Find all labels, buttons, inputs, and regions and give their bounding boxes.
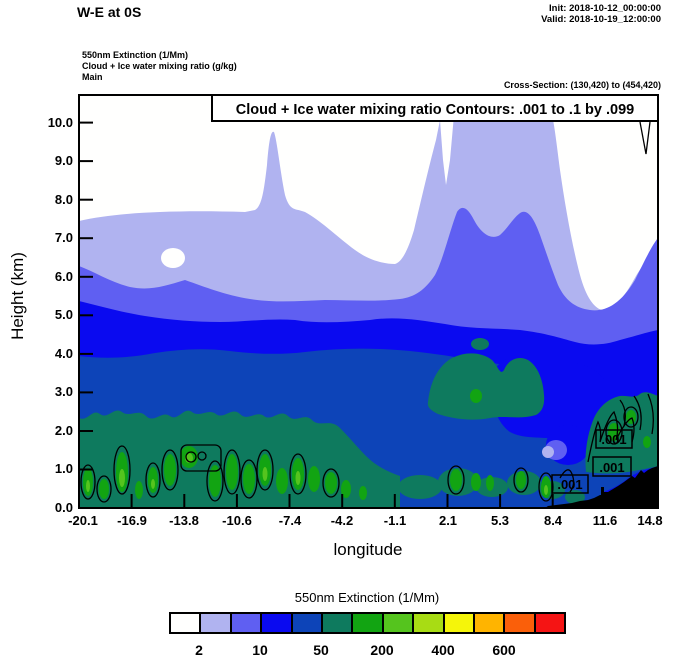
contour-label: .001	[599, 460, 624, 475]
contour-title-text: Cloud + Ice water mixing ratio Contours:…	[236, 102, 634, 118]
fill-teal-mid-patch	[427, 353, 545, 420]
x-tick-label: 8.4	[543, 513, 563, 528]
legend-cell	[322, 614, 354, 632]
legend-title: 550nm Extinction (1/Mm)	[294, 590, 440, 605]
y-tick-label: 10.0	[47, 115, 73, 130]
legend-cell	[231, 614, 263, 632]
x-tick-label: 11.6	[592, 513, 618, 528]
legend-cell	[474, 614, 506, 632]
field-label-extinction: 550nm Extinction (1/Mm)	[82, 50, 189, 60]
legend-cell	[383, 614, 415, 632]
contour-label: .001	[601, 432, 626, 447]
pocket-lavender	[542, 446, 554, 458]
legend-cell	[414, 614, 445, 632]
legend-cell	[171, 614, 202, 632]
contour-label-boxes: .001 .001 .001	[551, 429, 633, 494]
x-tick-label: -10.6	[222, 513, 252, 528]
y-tick-label: 0.0	[54, 500, 73, 515]
y-tick-label: 6.0	[54, 269, 73, 284]
cloud-contour-lines	[80, 121, 654, 503]
y-tick-label: 4.0	[54, 346, 73, 361]
y-tick-label: 5.0	[54, 307, 73, 322]
y-tick-label: 8.0	[54, 192, 73, 207]
legend-cell	[262, 614, 293, 632]
x-tick-label: 14.8	[637, 513, 663, 528]
tick-marks	[79, 121, 607, 508]
x-tick-label: -13.8	[169, 513, 199, 528]
x-tick-label: -1.1	[383, 513, 407, 528]
legend-cell	[505, 614, 536, 632]
legend-cell	[353, 614, 384, 632]
page-title: W-E at 0S	[77, 4, 142, 20]
y-tick-label: 9.0	[54, 153, 73, 168]
y-tick-label: 3.0	[54, 384, 73, 399]
legend-colorbar	[169, 612, 566, 634]
x-tick-label: -4.2	[330, 513, 354, 528]
x-tick-label: -16.9	[117, 513, 147, 528]
legend-tick-label: 50	[313, 642, 329, 658]
legend-tick-label: 400	[431, 642, 455, 658]
x-tick-label: -20.1	[68, 513, 98, 528]
y-tick-label: 2.0	[54, 423, 73, 438]
legend-cell	[201, 614, 232, 632]
x-axis-title: longitude	[333, 540, 403, 559]
legend-cell	[444, 614, 475, 632]
legend-cell	[535, 614, 565, 632]
contour-fill-layers: .001 .001 .001	[79, 95, 658, 508]
y-tick-label: 1.0	[54, 461, 73, 476]
field-label-cloud-ice: Cloud + Ice water mixing ratio (g/kg)	[82, 61, 237, 71]
field-label-domain: Main	[82, 72, 103, 82]
contour-title-box: Cloud + Ice water mixing ratio Contours:…	[211, 94, 659, 122]
cross-section-label: Cross-Section: (130,420) to (454,420)	[503, 80, 661, 90]
legend-tick-label: 2	[195, 642, 203, 658]
x-tick-label: 5.3	[490, 513, 510, 528]
legend-tick-label: 200	[370, 642, 394, 658]
x-tick-label: -7.4	[278, 513, 302, 528]
white-hole	[161, 248, 185, 268]
teal-mound	[398, 475, 442, 499]
legend-cell	[292, 614, 323, 632]
contour-label: .001	[557, 477, 582, 492]
x-tick-label: 2.1	[438, 513, 458, 528]
legend-tick-label: 600	[492, 642, 516, 658]
teal-speck	[471, 338, 489, 350]
y-tick-label: 7.0	[54, 230, 73, 245]
init-timestamp: Init: 2018-10-12_00:00:00	[549, 3, 661, 14]
terrain	[545, 466, 658, 508]
valid-timestamp: Valid: 2018-10-19_12:00:00	[541, 14, 661, 25]
legend-tick-label: 10	[252, 642, 268, 658]
